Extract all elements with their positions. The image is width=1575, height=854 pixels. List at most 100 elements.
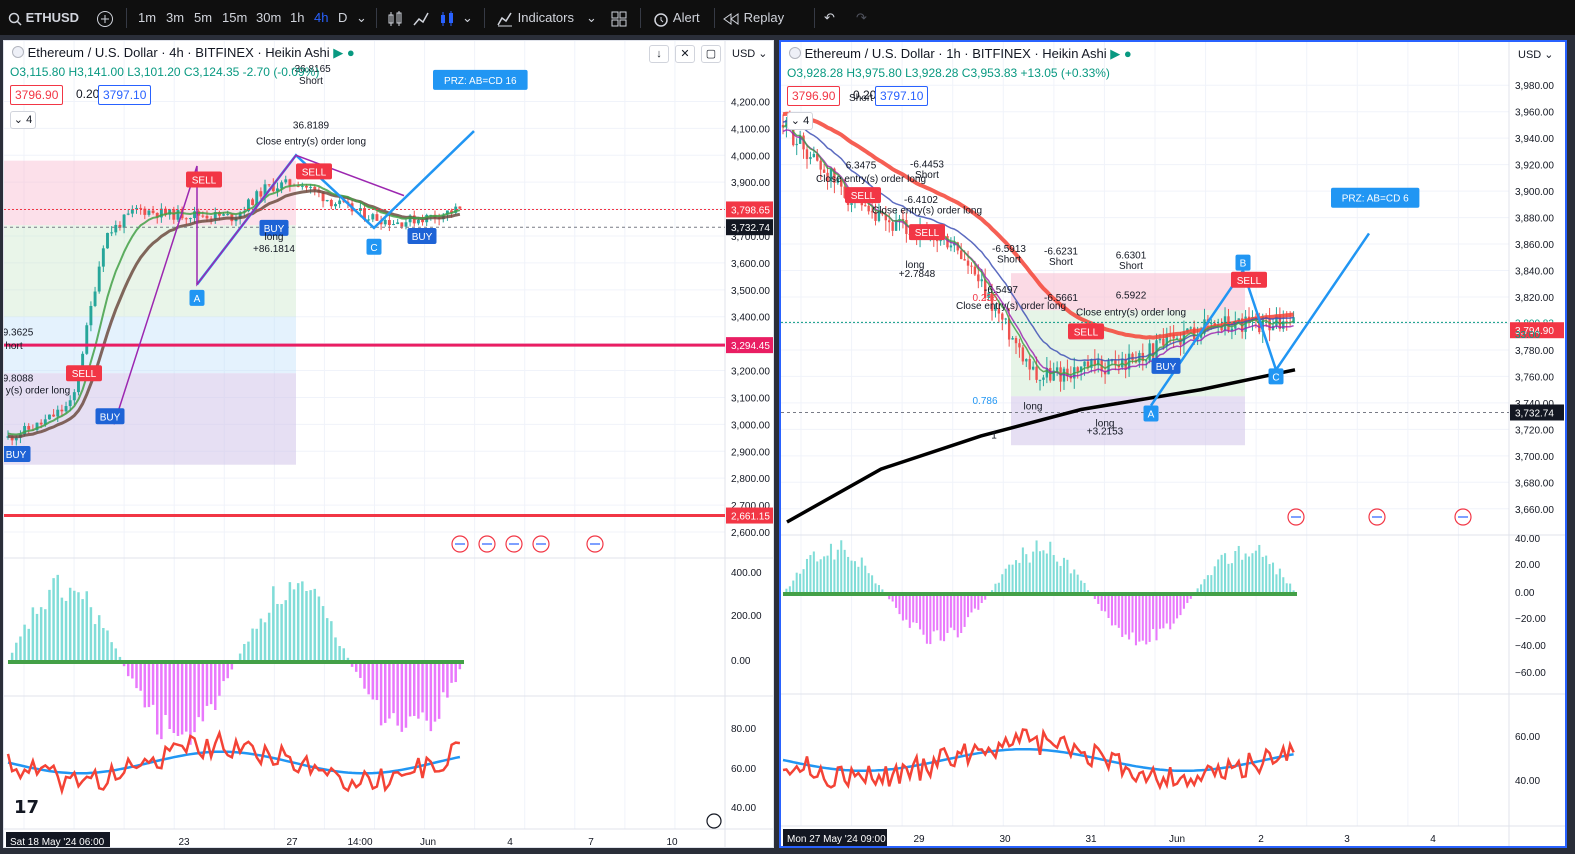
- candle-body: [1158, 338, 1162, 341]
- price-tick-label: 3,660.00: [1515, 505, 1554, 516]
- candle-body: [795, 143, 798, 146]
- close-icon[interactable]: ✕: [675, 45, 695, 63]
- position-zone: [4, 160, 296, 226]
- annotation-text: -6.5913: [992, 244, 1026, 255]
- annotation-text: Close entry(s) order long: [256, 137, 366, 148]
- candle-body: [421, 219, 424, 223]
- interval-d[interactable]: D: [338, 10, 348, 25]
- macd-tick-label: 20.00: [1515, 560, 1540, 571]
- candle-body: [56, 409, 60, 417]
- symbol-search-button[interactable]: ETHUSD: [8, 8, 79, 28]
- alert-button[interactable]: Alert: [652, 8, 700, 28]
- candle-body: [1014, 338, 1018, 344]
- interval-15m[interactable]: 15m: [222, 10, 248, 25]
- interval-dropdown-chevron-icon[interactable]: ⌄: [356, 10, 367, 25]
- macd-tick-label: −40.00: [1515, 641, 1546, 652]
- indicators-chevron-icon[interactable]: ⌄: [586, 10, 597, 25]
- signal-label: A: [1148, 409, 1155, 420]
- indicators-button[interactable]: Indicators: [496, 8, 574, 28]
- price-tick-label: 3,960.00: [1515, 108, 1554, 119]
- line-chart-icon[interactable]: [412, 8, 430, 28]
- heikin-ashi-icon[interactable]: [438, 8, 456, 28]
- annotation-text: -6.4102: [904, 195, 938, 206]
- chevron-down-icon: ⌄: [790, 115, 801, 127]
- pattern-line: [1149, 232, 1371, 407]
- candle-body: [193, 211, 196, 219]
- macd-tick-label: 400.00: [731, 568, 762, 579]
- replay-button[interactable]: Replay: [722, 8, 784, 28]
- price-tick-label: 3,100.00: [731, 393, 770, 404]
- status-dot-icon: ●: [1123, 46, 1132, 61]
- plus-circle-icon: [97, 10, 113, 27]
- legend-title-text: Ethereum / U.S. Dollar · 1h · BITFINEX ·…: [804, 46, 1107, 61]
- layouts-grid-icon[interactable]: [610, 8, 628, 28]
- candle-body: [416, 219, 420, 224]
- time-tick-label: 4: [1430, 834, 1436, 845]
- candle-body: [122, 214, 126, 228]
- chart-canvas-1h[interactable]: 3,980.00 3,960.00 3,940.00 3,920.00 3,900.00…: [781, 42, 1565, 846]
- buy-price-button[interactable]: 3797.10: [98, 85, 152, 105]
- time-tick-label: Jun: [420, 837, 436, 848]
- candle-body: [184, 218, 188, 220]
- candle-body: [263, 184, 267, 197]
- currency-selector[interactable]: USD ⌄: [732, 45, 768, 63]
- interval-1h[interactable]: 1h: [290, 10, 305, 25]
- candle-body: [966, 260, 970, 266]
- signal-label: BUY: [412, 232, 433, 243]
- interval-5m[interactable]: 5m: [194, 10, 213, 25]
- candle-body: [1278, 315, 1282, 329]
- interval-1m[interactable]: 1m: [138, 10, 157, 25]
- candle-body: [1097, 359, 1100, 366]
- chart-panel-1h[interactable]: 3,980.00 3,960.00 3,940.00 3,920.00 3,900.00…: [779, 40, 1567, 848]
- time-tick-label: Jun: [1169, 834, 1185, 845]
- sell-price-button[interactable]: 3796.90: [787, 86, 841, 106]
- chart-canvas-4h[interactable]: 4,200.004,100.004,000.003,900.003,800.00…: [4, 41, 774, 848]
- signal-label: SELL: [192, 175, 217, 186]
- candle-body: [874, 212, 877, 221]
- bar-style-icon[interactable]: [386, 8, 404, 28]
- candle-body: [1114, 360, 1117, 366]
- candle-body: [135, 207, 138, 210]
- candle-body: [792, 128, 795, 146]
- candle-body: [840, 179, 843, 187]
- undo-icon[interactable]: ↶: [824, 10, 835, 25]
- candle-body: [267, 184, 271, 186]
- annotation-text: 9.3625: [4, 328, 34, 339]
- arrow-down-icon[interactable]: ↓: [649, 45, 669, 63]
- legend-title: Ethereum / U.S. Dollar · 1h · BITFINEX ·…: [789, 46, 1132, 62]
- price-tick-label: 3,700.00: [1515, 452, 1554, 463]
- candle-body: [1031, 366, 1035, 370]
- chart-panel-4h[interactable]: 4,200.004,100.004,000.003,900.003,800.00…: [3, 40, 774, 848]
- interval-3m[interactable]: 3m: [166, 10, 185, 25]
- candle-body: [400, 222, 404, 227]
- candle-body: [118, 224, 122, 228]
- maximize-icon[interactable]: ▢: [701, 45, 721, 63]
- candle-body: [60, 409, 64, 412]
- tradingview-logo[interactable]: 𝟭𝟳: [14, 797, 40, 817]
- indicator-collapse-button[interactable]: ⌄ 4: [787, 112, 813, 130]
- candle-body: [816, 153, 819, 161]
- indicator-collapse-button[interactable]: ⌄ 4: [10, 111, 36, 129]
- candle-body: [288, 179, 292, 186]
- redo-icon[interactable]: ↷: [856, 10, 867, 25]
- currency-selector[interactable]: USD ⌄: [1518, 46, 1554, 64]
- candle-body: [1275, 315, 1278, 326]
- annotation-text: +3.2153: [1087, 427, 1124, 438]
- interval-4h[interactable]: 4h: [314, 10, 329, 25]
- time-tick-label: 27: [286, 837, 298, 848]
- candle-body: [812, 153, 816, 157]
- rsi-smooth-line: [7, 750, 461, 775]
- candle-body: [454, 206, 458, 213]
- candle-body: [338, 200, 342, 205]
- candle-body: [1210, 323, 1213, 325]
- chart-type-chevron-icon[interactable]: ⌄: [462, 10, 473, 25]
- interval-30m[interactable]: 30m: [256, 10, 282, 25]
- buy-price-button[interactable]: 3797.10: [875, 86, 929, 106]
- legend-ohlc: O3,928.28 H3,975.80 L3,928.28 C3,953.83 …: [787, 66, 1110, 80]
- price-tick-label: 3,860.00: [1515, 240, 1554, 251]
- compare-symbol-button[interactable]: [96, 8, 114, 28]
- indicators-label: Indicators: [517, 10, 574, 25]
- signal-label-bg: [407, 228, 437, 244]
- annotation-text: Short: [915, 170, 939, 181]
- sell-price-button[interactable]: 3796.90: [10, 85, 64, 105]
